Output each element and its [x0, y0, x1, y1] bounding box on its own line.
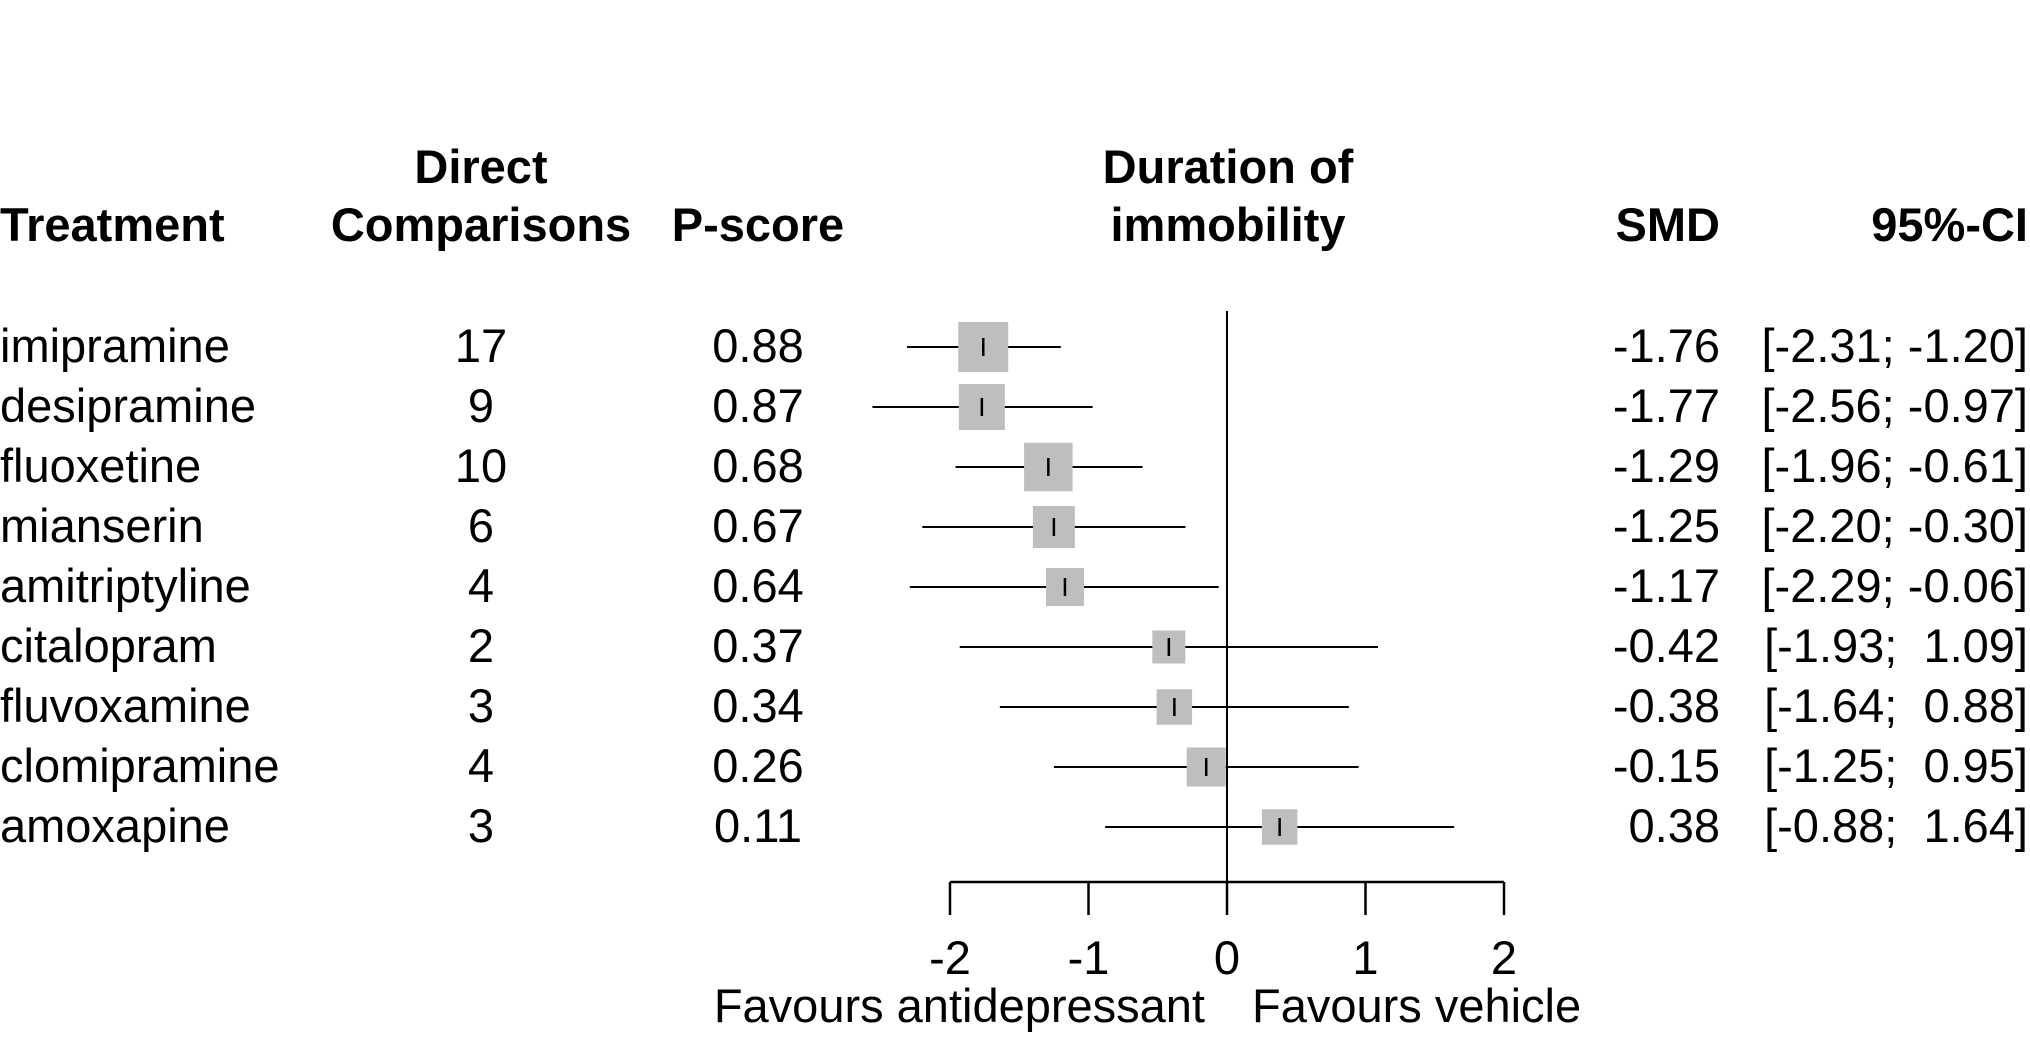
- row-direct-comparisons: 3: [468, 679, 494, 732]
- row-pscore: 0.37: [712, 619, 803, 672]
- row-pscore: 0.87: [712, 379, 803, 432]
- row-smd-label: -1.25: [1613, 499, 1720, 552]
- row-treatment-label: mianserin: [0, 499, 204, 552]
- row-smd-label: 0.38: [1629, 799, 1720, 852]
- row-treatment-label: imipramine: [0, 319, 230, 372]
- column-headers: Treatment Direct Comparisons P-score Dur…: [0, 140, 2028, 251]
- row-pscore: 0.88: [712, 319, 803, 372]
- header-ci: 95%-CI: [1871, 198, 2028, 251]
- row-ci-label: [-2.56; -0.97]: [1762, 379, 2029, 432]
- row-pscore: 0.64: [712, 559, 803, 612]
- x-tick-label: 1: [1352, 931, 1378, 984]
- row-ci-label: [-1.64; 0.88]: [1764, 679, 2028, 732]
- row-pscore: 0.67: [712, 499, 803, 552]
- row-smd-label: -0.38: [1613, 679, 1720, 732]
- row-smd-label: -0.42: [1613, 619, 1720, 672]
- table-rows: imipramine 17 0.88 -1.76 [-2.31; -1.20] desip…: [0, 319, 2028, 852]
- label-favours-vehicle: Favours vehicle: [1252, 979, 1581, 1032]
- row-treatment-label: fluvoxamine: [0, 679, 251, 732]
- row-smd-label: -1.29: [1613, 439, 1720, 492]
- header-outcome-line1: Duration of: [1103, 140, 1354, 193]
- label-favours-antidepressant: Favours antidepressant: [714, 979, 1205, 1032]
- row-smd-label: -1.17: [1613, 559, 1720, 612]
- row-ci-label: [-1.96; -0.61]: [1762, 439, 2029, 492]
- row-direct-comparisons: 9: [468, 379, 494, 432]
- row-ci-label: [-2.29; -0.06]: [1762, 559, 2029, 612]
- row-ci-label: [-1.93; 1.09]: [1764, 619, 2028, 672]
- row-direct-comparisons: 17: [455, 319, 507, 372]
- row-ci-label: [-2.20; -0.30]: [1762, 499, 2029, 552]
- x-tick-label: -2: [929, 931, 971, 984]
- row-direct-comparisons: 4: [468, 739, 494, 792]
- row-pscore: 0.26: [712, 739, 803, 792]
- row-pscore: 0.68: [712, 439, 803, 492]
- row-direct-comparisons: 10: [455, 439, 507, 492]
- header-direct-line2: Comparisons: [331, 198, 631, 251]
- row-ci-label: [-0.88; 1.64]: [1764, 799, 2028, 852]
- x-tick-label: 0: [1214, 931, 1240, 984]
- row-smd-label: -1.76: [1613, 319, 1720, 372]
- row-treatment-label: citalopram: [0, 619, 217, 672]
- x-axis: -2 -1 0 1 2: [929, 880, 1517, 984]
- row-treatment-label: amitriptyline: [0, 559, 251, 612]
- row-direct-comparisons: 4: [468, 559, 494, 612]
- row-smd-label: -1.77: [1613, 379, 1720, 432]
- x-tick-label: -1: [1068, 931, 1110, 984]
- row-treatment-label: fluoxetine: [0, 439, 201, 492]
- header-smd: SMD: [1616, 198, 1720, 251]
- row-smd-label: -0.15: [1613, 739, 1720, 792]
- row-direct-comparisons: 3: [468, 799, 494, 852]
- plot-area: [872, 311, 1455, 882]
- header-treatment: Treatment: [0, 198, 225, 251]
- row-ci-label: [-1.25; 0.95]: [1764, 739, 2028, 792]
- row-treatment-label: clomipramine: [0, 739, 279, 792]
- row-treatment-label: amoxapine: [0, 799, 230, 852]
- header-pscore: P-score: [672, 198, 844, 251]
- row-direct-comparisons: 6: [468, 499, 494, 552]
- x-tick-label: 2: [1491, 931, 1517, 984]
- header-outcome-line2: immobility: [1110, 198, 1345, 251]
- row-treatment-label: desipramine: [0, 379, 256, 432]
- row-pscore: 0.34: [712, 679, 803, 732]
- row-pscore: 0.11: [714, 799, 802, 852]
- header-direct-line1: Direct: [414, 140, 548, 193]
- row-ci-label: [-2.31; -1.20]: [1762, 319, 2029, 372]
- row-direct-comparisons: 2: [468, 619, 494, 672]
